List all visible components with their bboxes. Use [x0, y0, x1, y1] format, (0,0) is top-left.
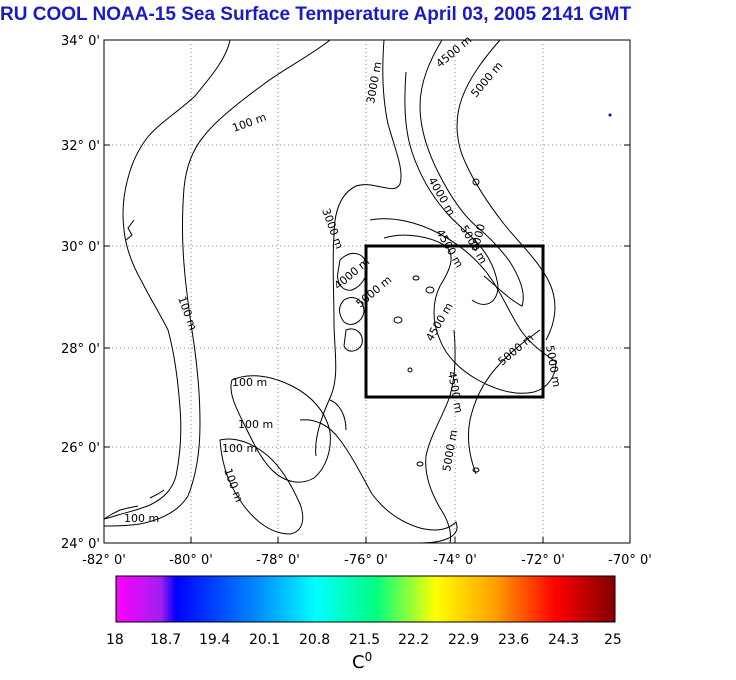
colorbar-tick: 20.8: [299, 632, 331, 648]
lat-label: 32° 0': [61, 139, 100, 154]
page-title: RU COOL NOAA-15 Sea Surface Temperature …: [0, 4, 632, 25]
colorbar-tick: 22.2: [398, 632, 430, 648]
lon-label: -80° 0': [169, 553, 213, 568]
lon-label: -74° 0': [433, 553, 477, 568]
lat-label: 26° 0': [61, 441, 100, 456]
colorbar-tick: 20.1: [249, 632, 281, 648]
colorbar: [115, 575, 616, 623]
isobath-100m: [103, 39, 331, 527]
coastline-detail: [103, 219, 165, 520]
lat-label: 34° 0': [61, 34, 100, 49]
colorbar-tick: 19.4: [199, 632, 231, 648]
coastline: [103, 39, 231, 520]
isobath-3000m: [315, 39, 402, 457]
isobath-4000m: [404, 71, 499, 305]
colorbar-tick: 25: [604, 632, 622, 648]
lon-label: -82° 0': [82, 553, 126, 568]
units-label: C: [352, 652, 365, 673]
colorbar-tick: 23.6: [498, 632, 530, 648]
bahamas-bank-2: [219, 438, 304, 535]
lon-label: -76° 0': [344, 553, 388, 568]
colorbar-units: C0: [352, 650, 372, 673]
lon-label: -78° 0': [256, 553, 300, 568]
units-superscript: 0: [364, 650, 373, 664]
data-dot: [608, 113, 612, 117]
contour-label: 100 m: [232, 376, 267, 389]
lon-label: -70° 0': [608, 553, 652, 568]
latitude-labels: 34° 0' 32° 0' 30° 0' 28° 0' 26° 0' 24° 0…: [61, 34, 100, 552]
study-area-box: [364, 244, 545, 399]
lat-label: 30° 0': [61, 240, 100, 255]
colorbar-tick: 18: [106, 632, 124, 648]
longitude-labels: -82° 0' -80° 0' -78° 0' -76° 0' -74° 0' …: [82, 553, 652, 568]
seamount-contours: [337, 178, 480, 473]
contour-label: 100 m: [222, 442, 257, 455]
isobath-deep-mid: [369, 218, 557, 394]
isobath-5000m-north: [456, 39, 556, 341]
bahamas-bank-3: [299, 399, 458, 544]
contour-label: 100 m: [238, 418, 273, 431]
tick-marks: [104, 144, 630, 543]
lat-label: 24° 0': [61, 537, 100, 552]
colorbar-tick: 22.9: [448, 632, 480, 648]
colorbar-tick: 21.5: [349, 632, 381, 648]
isobath-4500m-north: [419, 39, 524, 307]
isobath-deep-south-2: [467, 329, 541, 475]
bahamas-bank-1: [230, 375, 331, 483]
colorbar-tick: 24.3: [548, 632, 580, 648]
lon-label: -72° 0': [521, 553, 565, 568]
lat-label: 28° 0': [61, 342, 100, 357]
contour-label: 100 m: [124, 512, 159, 525]
isobath-deep-south: [425, 329, 456, 544]
colorbar-tick: 18.7: [150, 632, 182, 648]
